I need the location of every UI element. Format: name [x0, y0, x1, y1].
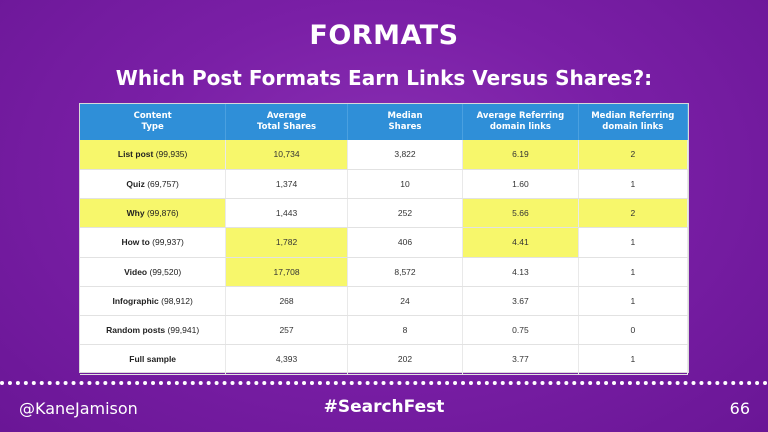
content-type-label: How to — [121, 237, 150, 248]
header-median-shares: Median Shares — [347, 104, 464, 140]
content-type-label: Infographic — [112, 295, 159, 306]
footer-page-number: 66 — [729, 399, 750, 418]
average-shares-cell: 17,708 — [225, 257, 348, 287]
average-shares-cell: 1,782 — [225, 227, 348, 258]
sample-count: (99,937) — [152, 237, 184, 248]
average-referring-cell: 4.41 — [462, 227, 579, 258]
content-type-cell: Infographic (98,912) — [80, 286, 227, 317]
sample-count: (69,757) — [147, 178, 179, 189]
median-shares-cell: 202 — [347, 344, 464, 375]
average-referring-cell: 3.67 — [462, 286, 579, 317]
median-shares-cell: 24 — [347, 286, 464, 317]
average-shares-cell: 10,734 — [225, 140, 348, 170]
average-referring-cell: 5.66 — [462, 198, 579, 229]
slide-title: FORMATS — [309, 20, 459, 51]
header-average-total-shares: Average Total Shares — [225, 104, 348, 140]
sample-count: (99,876) — [146, 208, 179, 219]
content-type-label: Quiz — [126, 178, 145, 189]
content-type-label: Why — [126, 208, 145, 219]
average-referring-cell: 3.77 — [462, 344, 579, 375]
median-referring-cell: 1 — [578, 257, 689, 287]
content-type-cell: Why (99,876) — [80, 198, 227, 229]
content-type-label: Video — [124, 266, 148, 277]
content-type-cell: Full sample — [80, 344, 227, 375]
content-type-cell: Video (99,520) — [80, 257, 227, 287]
median-shares-cell: 8,572 — [347, 257, 464, 287]
median-referring-cell: 1 — [578, 286, 689, 317]
median-referring-cell: 2 — [578, 198, 689, 229]
median-referring-cell: 2 — [578, 140, 689, 170]
average-shares-cell: 1,374 — [225, 169, 348, 200]
table-row: Quiz (69,757) 1,374 10 1.60 1 — [80, 169, 689, 200]
average-referring-cell: 1.60 — [462, 169, 579, 200]
table-row: Why (99,876) 1,443 252 5.66 2 — [80, 198, 689, 229]
sample-count: (99,935) — [155, 149, 188, 160]
table-row: Full sample 4,393 202 3.77 1 — [80, 344, 689, 375]
table-row: Infographic (98,912) 268 24 3.67 1 — [80, 286, 689, 317]
slide-subtitle: Which Post Formats Earn Links Versus Sha… — [115, 66, 653, 90]
table-header-row: Content Type Average Total Shares Median… — [80, 104, 689, 140]
median-referring-cell: 0 — [578, 315, 689, 346]
header-content-type: Content Type — [80, 104, 227, 140]
footer-twitter-handle: @KaneJamison — [19, 399, 138, 418]
table-row: List post (99,935) 10,734 3,822 6.19 2 — [80, 140, 689, 170]
median-referring-cell: 1 — [578, 169, 689, 200]
median-referring-cell: 1 — [578, 344, 689, 375]
table-row: Video (99,520) 17,708 8,572 4.13 1 — [80, 257, 689, 287]
table-row: How to (99,937) 1,782 406 4.41 1 — [80, 227, 689, 258]
content-type-cell: How to (99,937) — [80, 227, 227, 258]
median-referring-cell: 1 — [578, 227, 689, 258]
header-median-referring-domains: Median Referring domain links — [578, 104, 689, 140]
median-shares-cell: 406 — [347, 227, 464, 258]
sample-count: (99,941) — [167, 325, 200, 336]
median-shares-cell: 8 — [347, 315, 464, 346]
content-type-cell: List post (99,935) — [80, 140, 227, 170]
sample-count: (99,520) — [149, 266, 182, 277]
average-referring-cell: 4.13 — [462, 257, 579, 287]
average-shares-cell: 268 — [225, 286, 348, 317]
content-type-label: Random posts — [106, 325, 166, 336]
content-type-cell: Random posts (99,941) — [80, 315, 227, 346]
header-average-referring-domains: Average Referring domain links — [462, 104, 579, 140]
median-shares-cell: 10 — [347, 169, 464, 200]
footer-dotted-divider — [0, 381, 768, 385]
content-type-cell: Quiz (69,757) — [80, 169, 227, 200]
average-shares-cell: 257 — [225, 315, 348, 346]
formats-table: Content Type Average Total Shares Median… — [80, 104, 689, 375]
average-referring-cell: 6.19 — [462, 140, 579, 170]
average-referring-cell: 0.75 — [462, 315, 579, 346]
formats-table-container: Content Type Average Total Shares Median… — [79, 103, 689, 375]
average-shares-cell: 1,443 — [225, 198, 348, 229]
content-type-label: List post — [117, 149, 154, 160]
content-type-label: Full sample — [129, 354, 177, 365]
footer-hashtag: #SearchFest — [323, 397, 445, 417]
table-row: Random posts (99,941) 257 8 0.75 0 — [80, 315, 689, 346]
median-shares-cell: 3,822 — [347, 140, 464, 170]
median-shares-cell: 252 — [347, 198, 464, 229]
sample-count: (98,912) — [161, 295, 193, 306]
average-shares-cell: 4,393 — [225, 344, 348, 375]
